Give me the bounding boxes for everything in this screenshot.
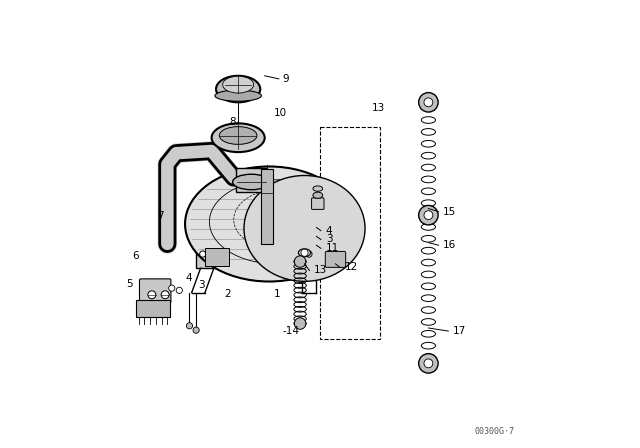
- Ellipse shape: [216, 76, 260, 102]
- Circle shape: [424, 359, 433, 368]
- Circle shape: [200, 251, 206, 257]
- Text: 8: 8: [229, 117, 236, 127]
- Ellipse shape: [313, 192, 323, 198]
- FancyBboxPatch shape: [140, 279, 171, 303]
- Text: 15: 15: [443, 207, 456, 217]
- Circle shape: [294, 318, 306, 329]
- Circle shape: [211, 251, 217, 257]
- Text: 3: 3: [198, 280, 205, 290]
- Bar: [261, 169, 273, 244]
- Bar: [136, 300, 170, 317]
- Text: 17: 17: [452, 326, 466, 336]
- Text: 5: 5: [127, 279, 133, 289]
- Circle shape: [148, 291, 156, 299]
- Circle shape: [419, 206, 438, 225]
- Ellipse shape: [212, 123, 265, 152]
- Circle shape: [169, 285, 175, 291]
- Text: 3: 3: [326, 234, 332, 245]
- Text: 00300G·7: 00300G·7: [475, 426, 515, 435]
- Text: 7: 7: [157, 211, 164, 221]
- Circle shape: [161, 291, 169, 299]
- Text: 10: 10: [273, 108, 287, 117]
- Ellipse shape: [232, 174, 270, 190]
- Text: 13: 13: [372, 103, 385, 113]
- Circle shape: [306, 251, 312, 257]
- Text: 4: 4: [326, 226, 332, 236]
- Bar: [320, 127, 380, 339]
- Ellipse shape: [215, 90, 261, 101]
- FancyBboxPatch shape: [325, 251, 346, 267]
- FancyBboxPatch shape: [312, 198, 324, 209]
- Circle shape: [419, 93, 438, 112]
- Text: 12: 12: [344, 263, 358, 272]
- Circle shape: [294, 256, 306, 267]
- Ellipse shape: [220, 127, 257, 144]
- Ellipse shape: [313, 186, 323, 191]
- Text: 4: 4: [185, 273, 191, 283]
- Bar: [196, 240, 320, 268]
- Ellipse shape: [223, 76, 253, 93]
- Ellipse shape: [298, 249, 310, 257]
- Text: -14: -14: [282, 326, 300, 336]
- Text: 11: 11: [326, 243, 339, 253]
- Text: 6: 6: [132, 251, 139, 261]
- Circle shape: [176, 287, 182, 293]
- Circle shape: [424, 98, 433, 107]
- Circle shape: [186, 323, 193, 329]
- Ellipse shape: [185, 167, 353, 281]
- Ellipse shape: [244, 176, 365, 281]
- Text: 9: 9: [282, 74, 289, 84]
- Text: 1: 1: [273, 289, 280, 299]
- Text: 16: 16: [443, 240, 456, 250]
- Circle shape: [419, 353, 438, 373]
- Circle shape: [301, 249, 308, 256]
- Bar: [205, 248, 229, 266]
- Text: 13: 13: [314, 266, 326, 276]
- Text: 2: 2: [224, 289, 230, 299]
- Bar: [236, 168, 267, 192]
- Circle shape: [193, 327, 199, 333]
- Circle shape: [424, 211, 433, 220]
